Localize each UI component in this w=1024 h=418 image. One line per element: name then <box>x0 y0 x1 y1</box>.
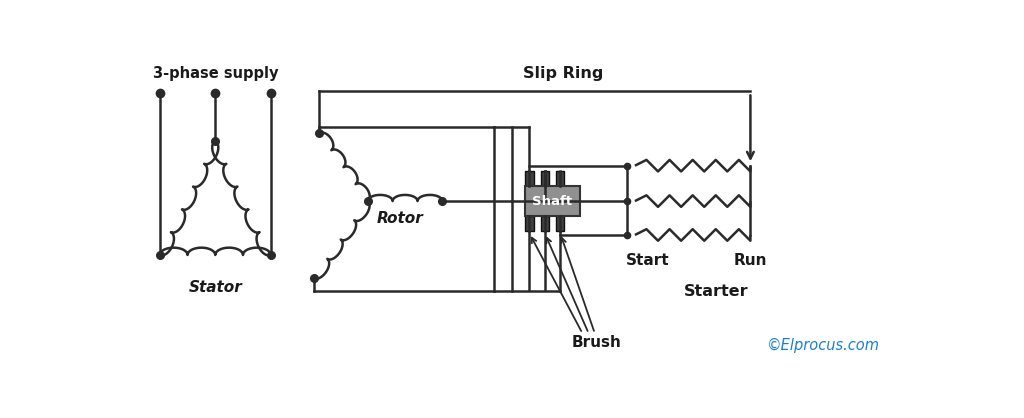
Bar <box>556 216 564 231</box>
Text: Stator: Stator <box>188 280 242 295</box>
Bar <box>525 216 534 231</box>
Text: Brush: Brush <box>571 335 622 350</box>
Bar <box>556 171 564 186</box>
Text: 3-phase supply: 3-phase supply <box>153 66 278 81</box>
Text: Starter: Starter <box>683 284 749 299</box>
Text: Rotor: Rotor <box>377 211 424 226</box>
Bar <box>525 171 534 186</box>
Text: Shaft: Shaft <box>532 195 572 208</box>
Bar <box>524 186 581 216</box>
Text: Start: Start <box>627 253 670 268</box>
Text: ©Elprocus.com: ©Elprocus.com <box>767 338 880 352</box>
Text: Slip Ring: Slip Ring <box>523 66 603 81</box>
Bar <box>541 171 549 186</box>
Text: Run: Run <box>733 253 767 268</box>
Bar <box>541 216 549 231</box>
